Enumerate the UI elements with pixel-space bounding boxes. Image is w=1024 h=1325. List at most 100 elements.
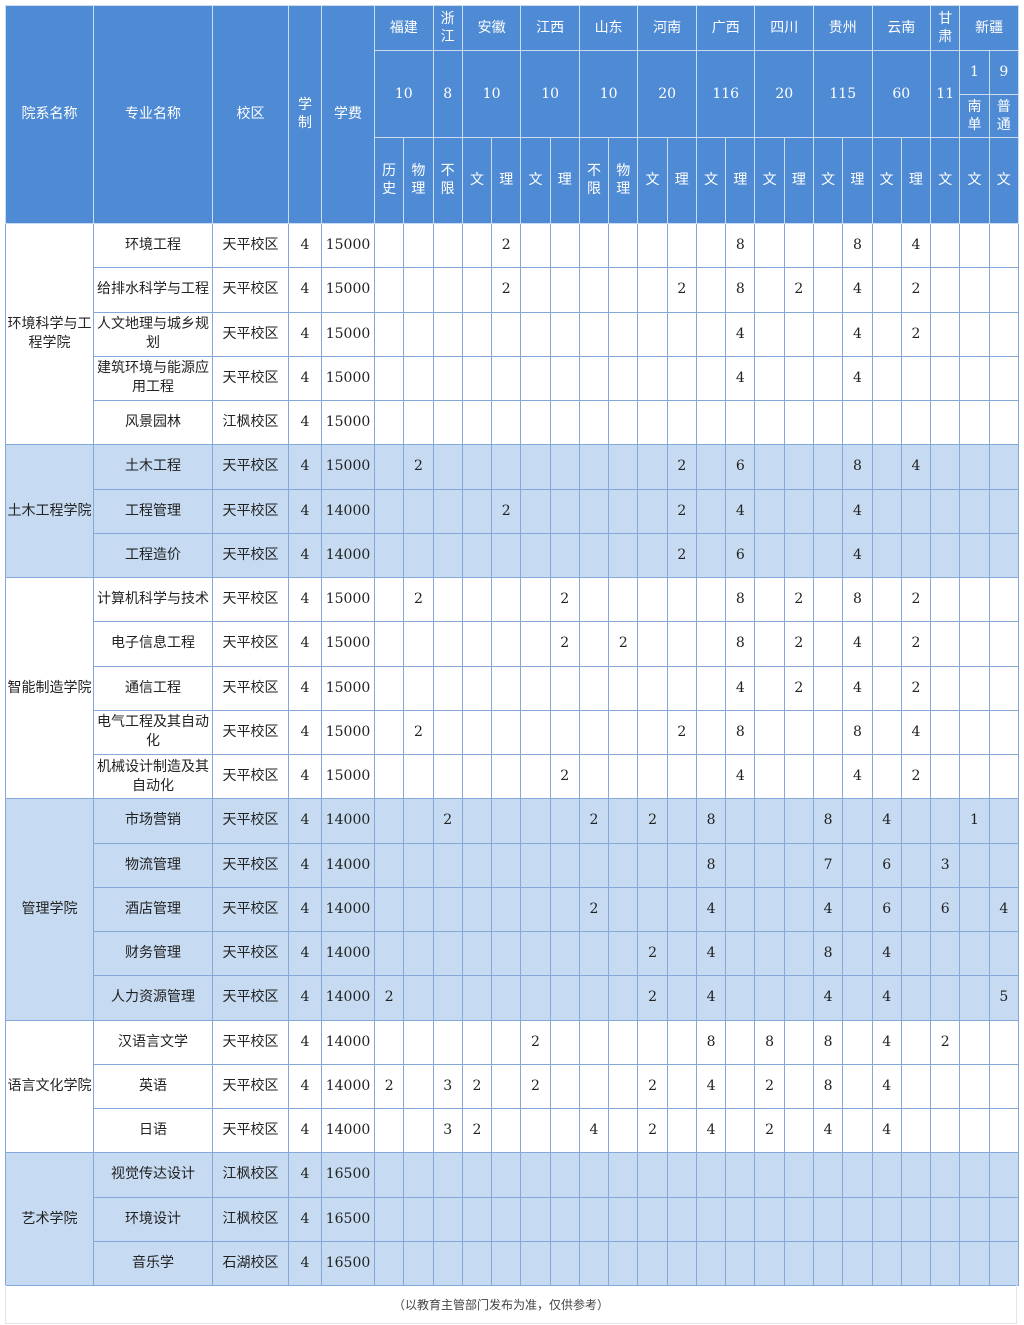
tuition: 14000: [321, 842, 376, 888]
quota-cell: [549, 886, 580, 933]
quota-cell: [549, 1107, 580, 1154]
tuition: 14000: [321, 532, 376, 579]
quota-cell: [637, 532, 668, 579]
header-major: 专业名称: [92, 5, 214, 224]
tuition: 15000: [321, 399, 376, 446]
quota-cell: [842, 1019, 873, 1065]
quota-cell: [695, 399, 727, 446]
tuition: 14000: [321, 1107, 376, 1154]
quota-cell: [491, 311, 522, 357]
header-subject-text: 文: [762, 172, 777, 188]
quota-cell: [403, 1240, 434, 1287]
tuition: 15000: [321, 621, 376, 667]
quota-cell: [432, 399, 463, 446]
footer-note: （以教育主管部门发布为准，仅供参考）: [5, 1285, 1017, 1324]
major-name: 视觉传达设计: [92, 1152, 214, 1198]
quota-cell: 2: [549, 576, 580, 623]
duration: 4: [288, 975, 323, 1021]
quota-cell: [608, 975, 639, 1021]
quota-cell: [403, 399, 434, 446]
quota-cell: [432, 1152, 463, 1198]
quota-cell: [959, 1107, 990, 1154]
quota-cell: [520, 930, 551, 977]
duration: 4: [288, 665, 323, 711]
quota-cell: [666, 842, 697, 888]
quota-cell: [812, 753, 844, 800]
quota-cell: 2: [666, 444, 697, 490]
duration: 4: [288, 621, 323, 667]
header-subject: 文: [461, 137, 493, 224]
quota-cell: [900, 1152, 932, 1198]
major-name: 音乐学: [92, 1240, 214, 1287]
major-name: 环境工程: [92, 222, 214, 269]
quota-cell: [842, 975, 873, 1021]
quota-cell: [432, 444, 463, 490]
quota-cell: [403, 1152, 434, 1198]
quota-cell: [695, 488, 727, 534]
quota-cell: 2: [374, 975, 405, 1021]
quota-cell: [959, 1063, 990, 1110]
quota-cell: [608, 355, 639, 402]
quota-cell: [754, 1152, 785, 1198]
quota-cell: [900, 886, 932, 933]
quota-cell: [959, 222, 990, 269]
quota-cell: 4: [871, 1063, 902, 1110]
duration: 4: [288, 1196, 323, 1242]
quota-cell: [988, 399, 1020, 446]
quota-cell: [608, 576, 639, 623]
quota-cell: [930, 975, 961, 1021]
quota-cell: [608, 709, 639, 756]
header-tuition: 学费: [321, 5, 376, 224]
quota-cell: [491, 930, 522, 977]
quota-cell: [783, 709, 815, 756]
campus: 天平校区: [212, 1107, 290, 1154]
quota-cell: [578, 267, 610, 313]
quota-cell: [812, 399, 844, 446]
quota-cell: 4: [842, 753, 873, 800]
quota-cell: [783, 222, 815, 269]
header-subject-text: 文: [938, 172, 953, 188]
table-row: 通信工程 天平校区 4 15000 4 2 4 2: [6, 665, 1020, 711]
quota-cell: 8: [695, 1019, 727, 1065]
quota-cell: [608, 311, 639, 357]
quota-cell: [871, 1152, 902, 1198]
quota-cell: [900, 1107, 932, 1154]
header-subject-text: 物理: [616, 163, 631, 197]
quota-cell: [959, 1240, 990, 1287]
quota-cell: [959, 1019, 990, 1065]
quota-cell: 8: [812, 930, 844, 977]
quota-cell: [578, 532, 610, 579]
quota-cell: [432, 222, 463, 269]
quota-cell: [666, 355, 697, 402]
table-row: 日语 天平校区 4 14000 3 2 4 2 4 2 4 4: [6, 1107, 1020, 1154]
header-province-quota: 10: [578, 50, 639, 138]
quota-cell: 4: [725, 488, 756, 534]
quota-cell: [842, 1152, 873, 1198]
quota-cell: [988, 1240, 1020, 1287]
quota-cell: [432, 975, 463, 1021]
quota-cell: [578, 709, 610, 756]
quota-cell: [374, 665, 405, 711]
quota-cell: [930, 444, 961, 490]
quota-cell: [491, 621, 522, 667]
quota-cell: [812, 1196, 844, 1242]
quota-cell: [491, 532, 522, 579]
quota-cell: [871, 753, 902, 800]
duration: 4: [288, 930, 323, 977]
quota-cell: [491, 886, 522, 933]
quota-cell: 2: [754, 1107, 785, 1154]
quota-cell: 8: [812, 798, 844, 844]
quota-cell: [374, 532, 405, 579]
campus: 天平校区: [212, 842, 290, 888]
quota-cell: [930, 1152, 961, 1198]
header-duration: 学制: [288, 5, 323, 224]
quota-cell: [637, 1019, 668, 1065]
quota-cell: [959, 621, 990, 667]
quota-cell: [695, 709, 727, 756]
quota-cell: [374, 1152, 405, 1198]
quota-cell: [930, 532, 961, 579]
quota-cell: [812, 488, 844, 534]
quota-cell: [666, 222, 697, 269]
quota-cell: 4: [725, 665, 756, 711]
quota-cell: [666, 1063, 697, 1110]
